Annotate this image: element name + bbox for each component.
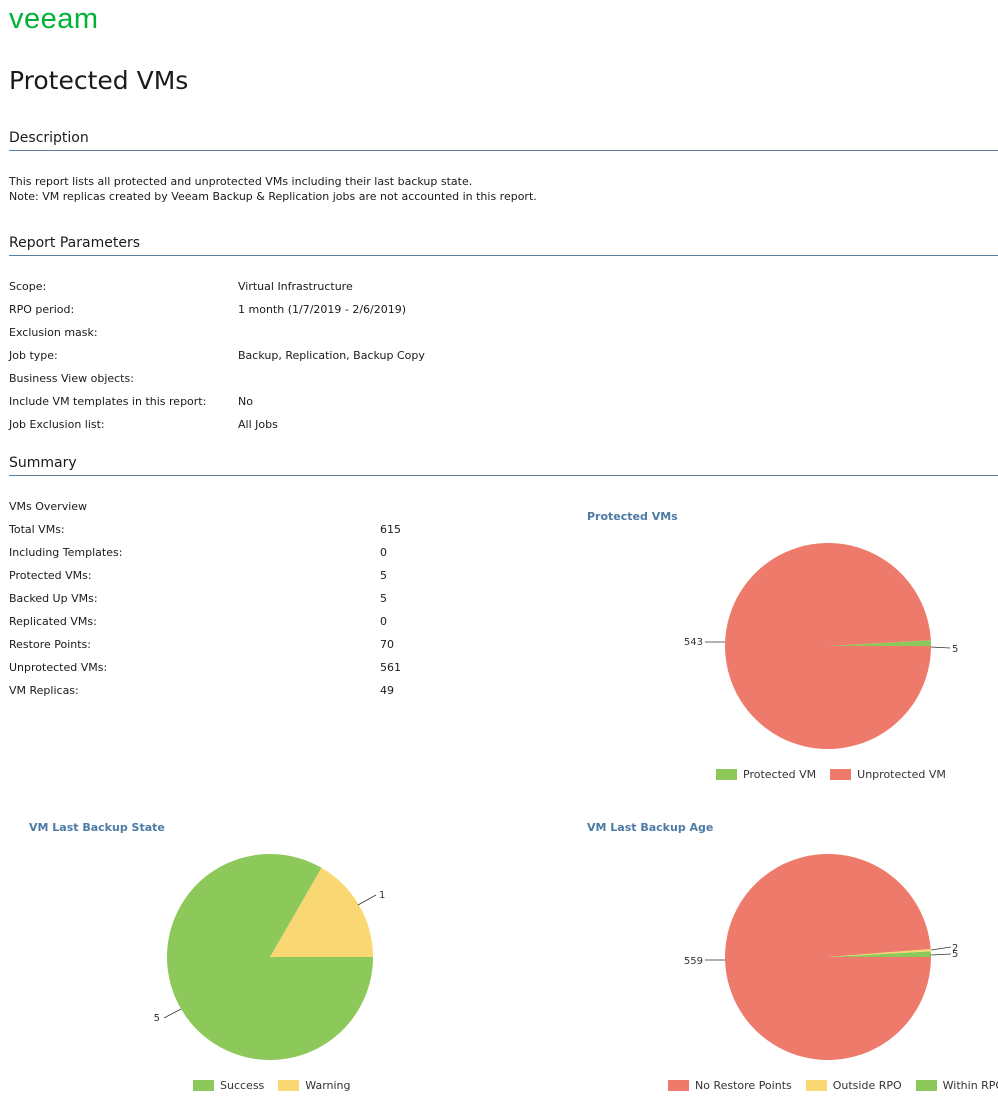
legend-item-protected-vm: Protected VM <box>716 768 816 781</box>
legend-label-unprotected-vm: Unprotected VM <box>857 768 946 781</box>
param-value-job-type: Backup, Replication, Backup Copy <box>238 349 425 362</box>
pie-slice-unprotected-vm <box>724 543 931 750</box>
legend-label-outside-rpo: Outside RPO <box>832 1079 902 1092</box>
legend-item-unprotected-vm: Unprotected VM <box>830 768 946 781</box>
param-value-scope: Virtual Infrastructure <box>238 280 353 293</box>
overview-value-vm-replicas: 49 <box>380 684 394 697</box>
section-title-report-parameters: Report Parameters <box>9 235 998 256</box>
overview-value-restore-points: 70 <box>380 638 394 651</box>
pie-leader-line-success <box>163 1008 182 1019</box>
pie-leader-line-warning <box>357 894 377 906</box>
overview-label-including-templates: Including Templates: <box>9 546 123 559</box>
param-value-include-templates: No <box>238 395 253 408</box>
overview-value-including-templates: 0 <box>380 546 387 559</box>
param-label-business-view: Business View objects: <box>9 372 134 385</box>
param-value-job-exclusion-list: All Jobs <box>238 418 278 431</box>
pie-data-label-success: 5 <box>154 1013 160 1024</box>
legend-swatch-warning <box>278 1080 300 1091</box>
legend-label-warning: Warning <box>305 1079 351 1092</box>
overview-label-vm-replicas: VM Replicas: <box>9 684 79 697</box>
legend-item-warning: Warning <box>278 1079 351 1092</box>
pie-slice-protected-vm <box>828 640 931 646</box>
param-label-include-templates: Include VM templates in this report: <box>9 395 207 408</box>
param-value-rpo-period: 1 month (1/7/2019 - 2/6/2019) <box>238 303 407 316</box>
pie-leader-line-protected-vm <box>930 646 951 649</box>
veeam-logo: veeam <box>9 3 99 35</box>
pie-data-label-no-restore-points: 559 <box>684 956 703 967</box>
overview-label-replicated-vms: Replicated VMs: <box>9 615 97 628</box>
overview-label-unprotected-vms: Unprotected VMs: <box>9 661 108 674</box>
overview-value-protected-vms: 5 <box>380 569 387 582</box>
legend-vm-last-backup-age: No Restore Points Outside RPO Within RPO <box>668 1079 998 1092</box>
pie-data-label-outside-rpo: 2 <box>952 943 958 954</box>
pie-data-label-warning: 1 <box>379 890 385 901</box>
pie-slice-no-restore-points <box>725 853 931 1060</box>
legend-label-no-restore-points: No Restore Points <box>695 1079 792 1092</box>
legend-item-success: Success <box>193 1079 264 1092</box>
overview-value-backed-up-vms: 5 <box>380 592 387 605</box>
legend-item-outside-rpo: Outside RPO <box>805 1079 902 1092</box>
chart-title-vm-last-backup-state: VM Last Backup State <box>29 821 165 834</box>
param-label-job-exclusion-list: Job Exclusion list: <box>9 418 105 431</box>
legend-label-within-rpo: Within RPO <box>942 1079 998 1092</box>
legend-label-success: Success <box>220 1079 265 1092</box>
legend-swatch-within-rpo <box>915 1080 937 1091</box>
pie-data-label-unprotected-vm: 543 <box>684 637 703 648</box>
param-label-rpo-period: RPO period: <box>9 303 75 316</box>
param-label-job-type: Job type: <box>9 349 58 362</box>
legend-swatch-unprotected-vm <box>830 769 852 780</box>
pie-slice-within-rpo <box>828 951 931 957</box>
overview-label-total-vms: Total VMs: <box>9 523 65 536</box>
legend-swatch-outside-rpo <box>805 1080 827 1091</box>
overview-label-backed-up-vms: Backed Up VMs: <box>9 592 98 605</box>
description-text-line-1: This report lists all protected and unpr… <box>9 175 473 188</box>
legend-swatch-no-restore-points <box>668 1080 689 1091</box>
pie-data-label-protected-vm: 5 <box>952 644 958 655</box>
chart-title-vm-last-backup-age: VM Last Backup Age <box>587 821 714 834</box>
legend-item-no-restore-points: No Restore Points <box>668 1079 792 1092</box>
overview-value-replicated-vms: 0 <box>380 615 387 628</box>
legend-protected-vms: Protected VM Unprotected VM <box>716 768 946 781</box>
section-title-description: Description <box>9 130 998 151</box>
legend-item-within-rpo: Within RPO <box>915 1079 998 1092</box>
legend-label-protected-vm: Protected VM <box>743 768 817 781</box>
param-label-exclusion-mask: Exclusion mask: <box>9 326 98 339</box>
description-text-line-2: Note: VM replicas created by Veeam Backu… <box>9 190 537 203</box>
legend-vm-last-backup-state: Success Warning <box>193 1079 351 1092</box>
param-label-scope: Scope: <box>9 280 47 293</box>
pie-slice-warning <box>270 867 373 957</box>
pie-leader-line-within-rpo <box>930 953 952 956</box>
overview-label-protected-vms: Protected VMs: <box>9 569 92 582</box>
overview-label-restore-points: Restore Points: <box>9 638 91 651</box>
pie-data-label-within-rpo: 5 <box>952 949 958 960</box>
section-title-summary: Summary <box>9 455 998 476</box>
legend-swatch-success <box>193 1080 214 1091</box>
overview-value-total-vms: 615 <box>380 523 401 536</box>
pie-slice-success <box>167 854 373 1061</box>
pie-slice-outside-rpo <box>828 949 931 957</box>
chart-title-protected-vms: Protected VMs <box>587 510 678 523</box>
page-title: Protected VMs <box>9 66 189 95</box>
vms-overview-heading: VMs Overview <box>9 500 88 513</box>
overview-value-unprotected-vms: 561 <box>380 661 401 674</box>
pie-leader-line-outside-rpo <box>930 946 952 951</box>
legend-swatch-protected-vm <box>716 769 737 780</box>
